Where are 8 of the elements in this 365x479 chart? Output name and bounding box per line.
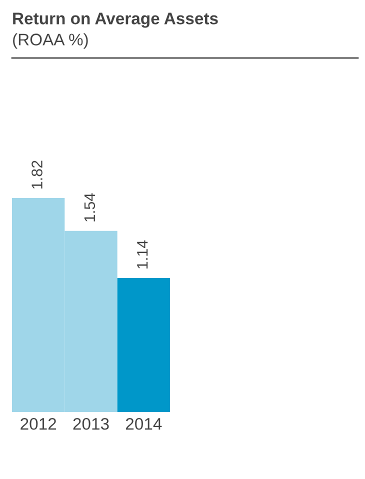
data-label: 1.14 bbox=[137, 240, 148, 268]
chart-subtitle: (ROAA %) bbox=[13, 33, 88, 49]
x-tick-label: 2012 bbox=[20, 418, 56, 430]
chart-title: Return on Average Assets bbox=[13, 12, 218, 28]
x-tick-label: 2013 bbox=[73, 418, 109, 430]
data-label: 1.82 bbox=[32, 160, 42, 188]
data-label: 1.54 bbox=[84, 193, 96, 222]
x-tick-label: 2014 bbox=[126, 418, 162, 430]
